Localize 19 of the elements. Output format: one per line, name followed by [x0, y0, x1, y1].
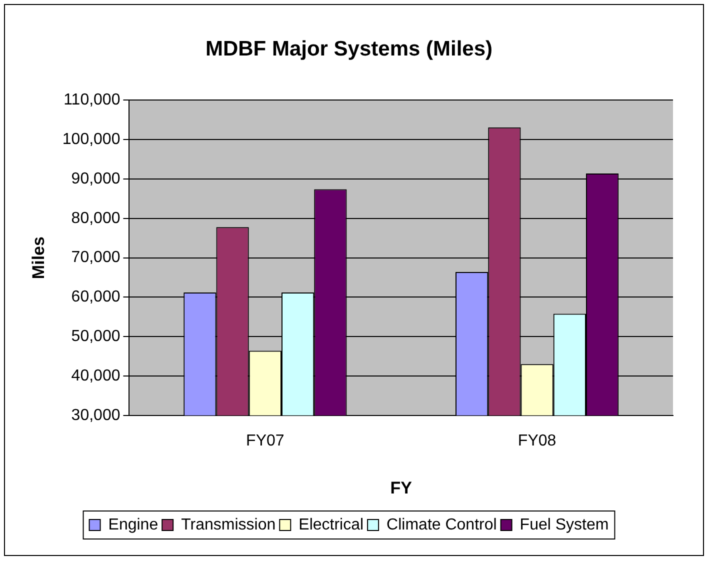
x-tick-label: FY08 — [518, 432, 556, 450]
legend-label: Transmission — [181, 516, 276, 534]
y-tick-label: 90,000 — [71, 170, 120, 188]
y-tick-label: 100,000 — [62, 131, 120, 148]
x-axis-title: FY — [390, 478, 413, 498]
y-tick-label: 110,000 — [64, 92, 120, 109]
y-tick-label: 30,000 — [71, 406, 120, 424]
legend-label: Engine — [108, 516, 158, 534]
chart-title: MDBF Major Systems (Miles) — [205, 37, 493, 60]
legend-label: Climate Control — [386, 516, 497, 534]
y-tick-label: 60,000 — [71, 288, 120, 306]
y-tick-label: 70,000 — [71, 249, 120, 266]
y-tick-label: 50,000 — [71, 328, 120, 346]
x-tick-label: FY07 — [246, 432, 284, 450]
y-tick-label: 40,000 — [71, 367, 120, 384]
legend-label: Electrical — [298, 516, 364, 534]
legend-label: Fuel System — [520, 516, 609, 534]
y-tick-label: 80,000 — [71, 210, 120, 227]
y-axis-title: Miles — [28, 236, 48, 280]
